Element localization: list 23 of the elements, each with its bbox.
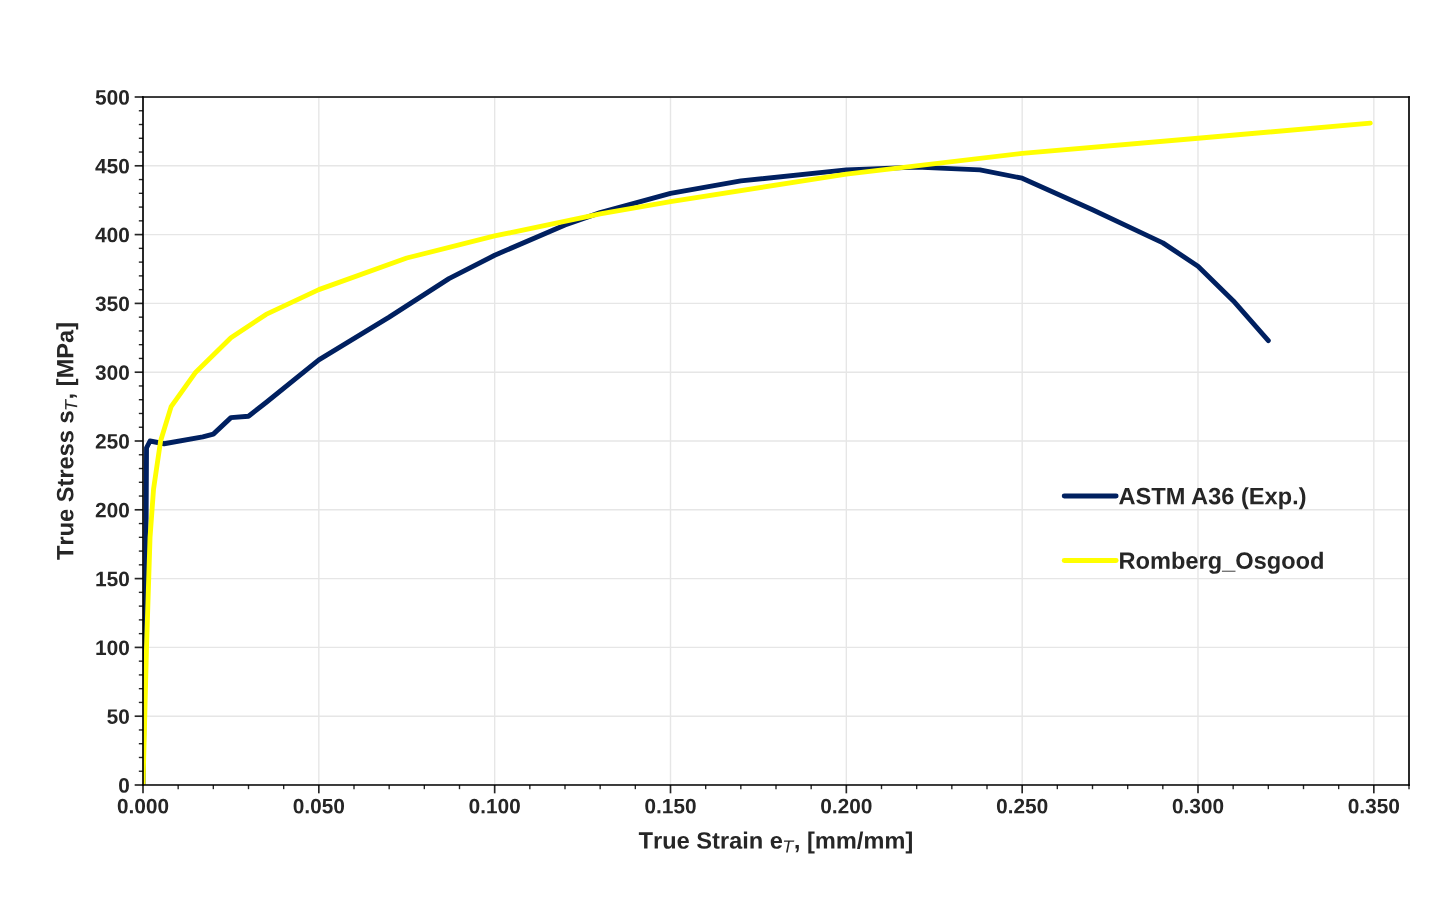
- y-tick-label: 200: [95, 502, 129, 518]
- y-tick-label: 0: [119, 778, 129, 793]
- x-tick-label: 0.250: [996, 798, 1048, 814]
- y-tick-label: 400: [95, 227, 129, 243]
- y-tick-label: 100: [96, 640, 129, 656]
- x-tick-label: 0.050: [293, 798, 345, 814]
- y-axis-title: True Stress s$_{T}$, [MPa]: [56, 323, 79, 560]
- x-tick-label: 0.200: [821, 798, 872, 814]
- y-tick-label: 250: [95, 434, 129, 449]
- y-tick-label: 450: [95, 158, 129, 174]
- x-tick-label: 0.350: [1348, 798, 1400, 814]
- x-tick-label: 0.000: [117, 798, 169, 814]
- y-tick-label: 500: [95, 90, 129, 105]
- y-tick-label: 150: [96, 571, 129, 587]
- y-tick-label: 50: [107, 709, 129, 724]
- legend-label: ASTM A36 (Exp.): [1119, 487, 1306, 510]
- x-tick-label: 0.300: [1172, 798, 1224, 814]
- x-axis-title: True Strain e$_{T}$, [mm/mm]: [638, 831, 912, 854]
- x-tick-label: 0.100: [469, 798, 520, 814]
- y-tick-label: 300: [95, 365, 129, 380]
- y-tick-label: 350: [95, 296, 129, 312]
- x-tick-label: 0.150: [645, 798, 696, 814]
- legend-label: Romberg_Osgood: [1120, 551, 1323, 574]
